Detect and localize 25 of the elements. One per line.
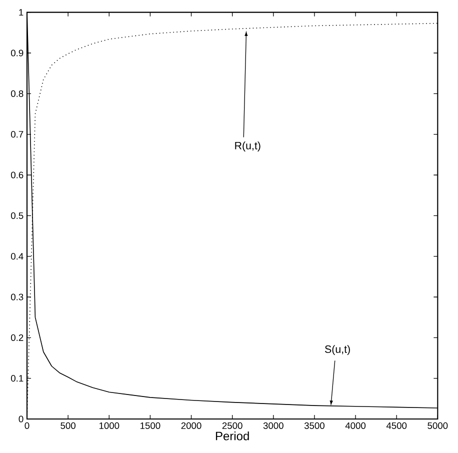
y-tick-label: 0.9 (11, 50, 24, 56)
x-tick-label: 4500 (386, 422, 407, 429)
y-tick-label: 0.8 (11, 90, 24, 97)
y-tick-label: 0.4 (11, 253, 24, 260)
x-tick-label: 3000 (263, 422, 284, 429)
x-tick-label: 2000 (181, 422, 202, 429)
x-tick-label: 0 (24, 422, 30, 429)
y-tick-label: 0.7 (11, 131, 24, 138)
x-tick-label: 500 (60, 422, 76, 429)
y-tick-label: 0.6 (11, 172, 24, 178)
y-tick-label: 0.2 (11, 334, 24, 341)
x-tick-label: 1000 (99, 422, 120, 429)
y-tick-label: 0.5 (11, 212, 24, 219)
x-tick-label: 5000 (428, 422, 448, 429)
x-axis-title: Period (216, 431, 249, 440)
x-tick-label: 2500 (222, 422, 242, 429)
y-tick-label: 0.3 (11, 294, 24, 300)
annotation: S(u,t) (325, 345, 350, 356)
annotation: R(u,t) (235, 142, 260, 152)
x-tick-label: 3500 (304, 422, 324, 429)
x-tick-label: 4000 (345, 422, 366, 429)
y-tick-label: 1 (19, 9, 24, 16)
x-tick-label: 1500 (140, 422, 160, 429)
y-tick-label: 0 (18, 416, 24, 422)
y-tick-label: 0.1 (11, 375, 24, 382)
